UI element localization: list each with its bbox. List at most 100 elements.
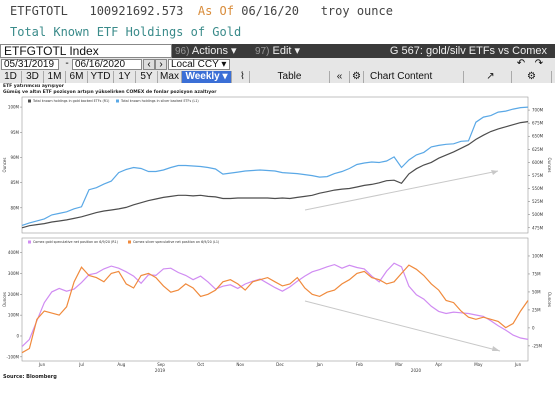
left-tick-label: 100M bbox=[8, 105, 20, 110]
date-separator: - bbox=[65, 58, 69, 69]
chart-content-icon[interactable]: ⚙ bbox=[350, 71, 364, 83]
trend-arrow-down bbox=[304, 300, 501, 352]
security-field[interactable]: ETFGTOTL Index bbox=[0, 44, 172, 58]
right-tick-label: 75M bbox=[532, 271, 541, 276]
currency-label: Local CCY bbox=[171, 59, 219, 70]
x-tick-label: Dec bbox=[276, 362, 284, 367]
legend-swatch bbox=[28, 99, 31, 103]
prev-arrow-icon[interactable]: ‹ bbox=[143, 59, 155, 70]
currency-select[interactable]: Local CCY ▾ bbox=[168, 59, 230, 70]
period-6m[interactable]: 6M bbox=[66, 71, 88, 83]
right-tick-label: 475M bbox=[532, 225, 544, 230]
chart-heading: ETF yatırımcısı ayrışıyor bbox=[3, 84, 64, 89]
right-tick-label: 600M bbox=[532, 160, 544, 165]
redo-icon[interactable]: ↷ bbox=[534, 58, 544, 69]
y2-axis-label: Ounces bbox=[547, 292, 552, 307]
period-3d[interactable]: 3D bbox=[22, 71, 44, 83]
undo-icon[interactable]: ↶ bbox=[516, 58, 526, 69]
right-tick-label: 25M bbox=[532, 307, 541, 312]
legend-swatch bbox=[116, 99, 119, 103]
edit-label: Edit ▾ bbox=[272, 45, 301, 57]
edit-number: 97) bbox=[255, 46, 270, 57]
source-note: Source: Bloomberg bbox=[3, 374, 57, 380]
left-tick-label: 200M bbox=[8, 292, 20, 297]
legend-label: Total known holdings in gold backed ETFs… bbox=[32, 99, 109, 103]
y-axis-label: Ounces bbox=[2, 292, 7, 307]
as-of-date: 06/16/20 bbox=[241, 4, 300, 18]
actions-label: Actions ▾ bbox=[191, 45, 237, 57]
right-tick-label: 675M bbox=[532, 121, 544, 126]
end-date-input[interactable]: 06/16/2020 bbox=[72, 59, 142, 70]
chart-area: 80M 85M 90M 95M 100M 475M 500M 525M 550M 575M 600M… bbox=[2, 96, 552, 373]
table-button[interactable]: Table bbox=[250, 71, 330, 83]
x-tick-label: Jan bbox=[316, 362, 324, 367]
series-line-2-1 bbox=[21, 262, 529, 348]
right-tick-label: 575M bbox=[532, 173, 544, 178]
right-tick-label: 625M bbox=[532, 147, 544, 152]
line-chart-icon[interactable]: ⌇ bbox=[236, 71, 250, 83]
panel-frame-2 bbox=[21, 237, 529, 362]
x-tick-label: Mar bbox=[395, 362, 403, 367]
frequency-select[interactable]: Weekly ▾ bbox=[182, 71, 232, 83]
right-tick-label: 525M bbox=[532, 199, 544, 204]
settings-icon[interactable]: ⚙ bbox=[512, 71, 552, 83]
chart-heading-block: ETF yatırımcısı ayrışıyor Gümüş ve altın… bbox=[3, 84, 216, 96]
edit-menu[interactable]: 97) Edit ▾ bbox=[255, 44, 300, 59]
x-tick-label: Nov bbox=[236, 362, 244, 367]
right-tick-label: 700M bbox=[532, 108, 544, 113]
page-title: G 567: gold/silv ETFs vs Comex bbox=[389, 45, 547, 57]
unit-text: troy ounce bbox=[320, 4, 393, 18]
period-1y[interactable]: 1Y bbox=[114, 71, 136, 83]
right-tick-label: 500M bbox=[532, 212, 544, 217]
left-tick-label: 85M bbox=[10, 180, 19, 185]
period-bar: 1D 3D 1M 6M YTD 1Y 5Y Max Weekly ▾ ⌇ Tab… bbox=[0, 71, 555, 83]
left-tick-label: 100M bbox=[8, 313, 20, 318]
trend-arrow-down-head bbox=[492, 346, 500, 351]
period-5y[interactable]: 5Y bbox=[136, 71, 158, 83]
period-ytd[interactable]: YTD bbox=[88, 71, 114, 83]
y2-axis-label: Ounces bbox=[547, 158, 552, 173]
command-bar: ETFGTOTL Index 96) Actions ▾ 97) Edit ▾ … bbox=[0, 44, 555, 58]
left-tick-label: 400M bbox=[8, 250, 20, 255]
series-line-1-1 bbox=[21, 121, 529, 229]
left-tick-label: 0 bbox=[16, 333, 19, 338]
as-of-label: As Of bbox=[197, 4, 234, 18]
security-description: Total Known ETF Holdings of Gold bbox=[10, 25, 242, 39]
chart-content-button[interactable]: Chart Content bbox=[364, 71, 464, 83]
right-tick-label: 100M bbox=[532, 253, 544, 258]
x-tick-label: Apr bbox=[435, 362, 442, 367]
year-label: 2020 bbox=[411, 368, 422, 373]
right-tick-label: 550M bbox=[532, 186, 544, 191]
x-tick-label: May bbox=[474, 362, 483, 367]
actions-number: 96) bbox=[175, 46, 190, 57]
period-1d[interactable]: 1D bbox=[0, 71, 22, 83]
right-tick-label: 650M bbox=[532, 134, 544, 139]
right-tick-label: -25M bbox=[532, 343, 543, 348]
x-tick-label: Sep bbox=[157, 362, 165, 367]
x-tick-label: Jun bbox=[38, 362, 46, 367]
legend-label: Total known holdings in silver backed ET… bbox=[120, 99, 199, 103]
actions-menu[interactable]: 96) Actions ▾ bbox=[175, 44, 237, 59]
annotate-icon[interactable]: ↗ bbox=[470, 71, 512, 83]
ticker-text: ETFGTOTL bbox=[10, 4, 68, 18]
right-tick-label: 50M bbox=[532, 289, 541, 294]
year-label: 2019 bbox=[155, 368, 166, 373]
x-tick-label: Aug bbox=[117, 362, 125, 367]
start-date-input[interactable]: 05/31/2019 bbox=[1, 59, 59, 70]
series-line-1-2 bbox=[21, 106, 529, 226]
period-max[interactable]: Max bbox=[158, 71, 182, 83]
legend-label: Comex gold speculative net position on 6… bbox=[33, 240, 118, 244]
collapse-icon[interactable]: « bbox=[330, 71, 350, 83]
left-tick-label: 95M bbox=[10, 130, 19, 135]
left-tick-label: 80M bbox=[10, 205, 19, 210]
y-axis-label: Ounces bbox=[2, 158, 7, 173]
x-tick-label: Oct bbox=[197, 362, 204, 367]
trend-arrow-up bbox=[304, 170, 499, 211]
next-arrow-icon[interactable]: › bbox=[155, 59, 167, 70]
left-tick-label: 300M bbox=[8, 271, 20, 276]
period-1m[interactable]: 1M bbox=[44, 71, 66, 83]
legend-label: Comex silver speculative net position on… bbox=[133, 240, 219, 244]
date-bar: 05/31/2019 - 06/16/2020 ‹ › Local CCY ▾ … bbox=[0, 58, 555, 71]
chart-subheading: Gümüş ve altın ETF pozisyon artışın yüks… bbox=[3, 90, 217, 95]
legend-swatch bbox=[28, 240, 31, 244]
